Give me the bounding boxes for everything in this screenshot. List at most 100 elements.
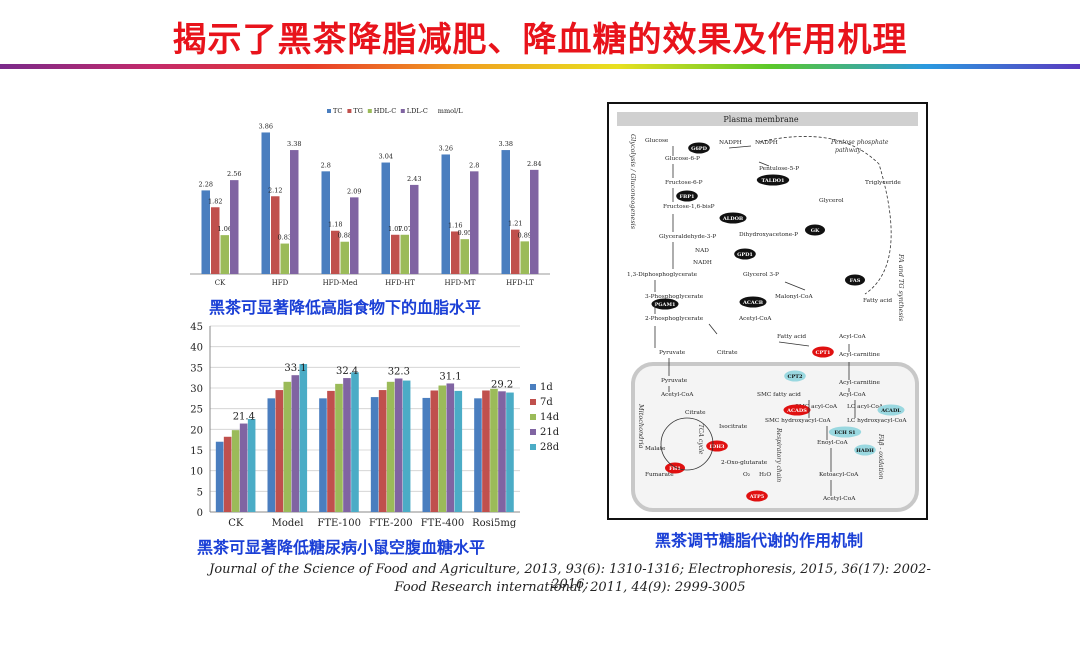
pathway-diagram-frame: Plasma membrane Glucose Glucose-6-P NADPH NA… [607, 102, 928, 520]
data-label: 2.8 [321, 161, 331, 169]
metabolite-label: Fructose-1,6-bisP [663, 204, 715, 210]
category-label: HFD-LT [506, 279, 534, 287]
enzyme-marker [719, 212, 747, 224]
bar [511, 229, 520, 274]
bar [378, 390, 387, 512]
enzyme-marker [665, 462, 685, 474]
bar [335, 383, 343, 512]
metabolite-label: Isocitrate [719, 424, 748, 430]
legend-swatch [367, 109, 372, 113]
enzyme-label: CPT2 [788, 374, 803, 380]
category-label: FTE-200 [369, 518, 413, 529]
bar [283, 381, 292, 512]
legend-label: TC [333, 107, 342, 115]
legend-swatch [530, 414, 536, 420]
bar [386, 381, 395, 512]
category-label: FTE-100 [317, 518, 361, 529]
metabolite-label: SMC fatty acid [757, 392, 801, 398]
bar [223, 436, 232, 512]
metabolite-label: Acyl-carnitine [838, 352, 880, 358]
metabolite-label: 2-Phosphoglycerate [645, 316, 704, 322]
legend-swatch [530, 429, 536, 435]
metabolite-label: LC acyl-CoA [847, 404, 884, 410]
data-label: 2.84 [527, 160, 541, 168]
metabolite-label: NADPH [755, 140, 778, 146]
bar [321, 171, 330, 274]
metabolite-label: O₂ [743, 472, 750, 478]
y-tick-label: 25 [190, 405, 203, 416]
bar [247, 419, 256, 512]
y-tick-label: 15 [190, 446, 203, 457]
enzyme-marker [783, 404, 811, 416]
blood-lipid-chart: 2.28 1.82 1.06 2.56 CK 3.86 2.12 0.83 3.38 HFD 2.8… [190, 107, 550, 287]
legend-label: HDL-C [374, 107, 396, 115]
enzyme-marker [784, 370, 806, 382]
metabolite-label: Acetyl-CoA [822, 496, 856, 502]
enzyme-marker [734, 248, 756, 260]
enzyme-label: CPT1 [816, 350, 831, 356]
bar [280, 243, 289, 274]
bar [394, 378, 403, 512]
bar [351, 372, 359, 512]
metabolite-label: Glycerol [819, 198, 844, 204]
rainbow-divider [0, 64, 1080, 69]
enzyme-marker [756, 174, 790, 186]
legend-swatch [327, 109, 331, 113]
pathway-arrow [758, 161, 770, 167]
metabolite-label: Citrate [717, 350, 738, 356]
side-label: Glycolysis / Gluconeogenesis [629, 134, 637, 230]
data-label: 1.21 [508, 220, 522, 228]
category-label: FTE-400 [421, 518, 465, 529]
enzyme-label: IDH3 [710, 444, 725, 450]
legend-label: LDL-C [407, 107, 428, 115]
y-tick-label: 30 [190, 384, 203, 395]
legend-swatch [530, 399, 536, 405]
metabolite-label: Fatty acid [863, 298, 892, 304]
legend-label: 7d [540, 397, 553, 408]
bar [215, 441, 224, 512]
data-label: 0.88 [338, 232, 352, 240]
bar [331, 230, 340, 274]
metabolite-label: NADPH [719, 140, 742, 146]
side-label: FA and TG synthesis [897, 253, 905, 322]
side-label: TCA cycle [697, 424, 704, 455]
data-label: 3.86 [259, 122, 273, 130]
y-tick-label: 10 [190, 467, 203, 478]
bar [211, 207, 220, 274]
bar [271, 196, 280, 274]
pathway-arrow [784, 281, 806, 291]
legend-swatch [347, 109, 352, 113]
enzyme-marker [706, 440, 728, 452]
blood-glucose-chart: 0 5 10 15 20 25 30 35 40 45 21.4 CK 33.1 Model 32.4 FTE… [190, 322, 559, 529]
enzyme-label: G6PD [691, 146, 708, 152]
bar [340, 241, 349, 274]
enzyme-label: PGAM1 [655, 302, 676, 308]
y-tick-label: 20 [190, 425, 203, 436]
metabolite-label: Acyl-CoA [838, 334, 866, 340]
enzyme-marker [676, 190, 698, 202]
bar [343, 378, 351, 512]
data-label: 21.4 [233, 412, 255, 423]
membrane-label: Plasma membrane [723, 115, 798, 124]
metabolite-label: SMC acyl-CoA [795, 404, 838, 410]
metabolite-label: Pentulose-5-P [759, 166, 799, 172]
data-label: 2.09 [347, 187, 361, 195]
data-label: 1.06 [218, 225, 232, 233]
metabolite-label: LC hydroxyacyl-CoA [847, 418, 907, 424]
y-tick-label: 35 [190, 363, 203, 374]
reference-line-2: Food Research international, 2011, 44(9)… [394, 580, 746, 595]
bar [230, 180, 239, 274]
enzyme-label: HADH [856, 448, 874, 454]
data-label: 2.28 [199, 180, 213, 188]
metabolite-label: Acetyl-CoA [660, 392, 694, 398]
bar [451, 231, 460, 274]
legend-label: 1d [540, 382, 553, 393]
bar [454, 390, 463, 512]
legend-swatch [400, 109, 405, 113]
enzyme-marker [845, 274, 865, 286]
y-tick-label: 45 [190, 322, 203, 333]
data-label: 2.12 [268, 186, 282, 194]
metabolite-label: 1,3-Diphosphoglycerate [627, 272, 698, 278]
metabolite-label: Malate [645, 446, 666, 452]
pathway-arrow [728, 145, 752, 149]
